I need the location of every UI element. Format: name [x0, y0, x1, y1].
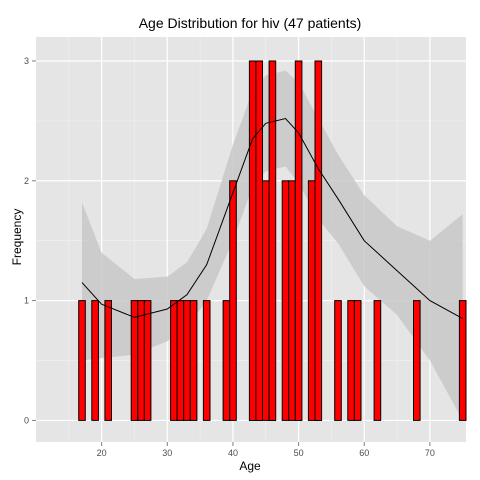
bar-age-39 [222, 300, 231, 421]
y-tick-label: 2 [24, 176, 29, 186]
bar-age-75 [458, 300, 467, 421]
bar-age-46 [268, 60, 277, 421]
x-tick-label: 60 [359, 448, 369, 458]
bar-age-21 [104, 300, 113, 421]
chart-title: Age Distribution for hiv (47 patients) [139, 15, 362, 31]
x-tick-label: 70 [425, 448, 435, 458]
x-axis-label: Age [239, 459, 261, 473]
bar-age-19 [91, 300, 99, 421]
bar-age-44 [255, 60, 263, 421]
x-tick-label: 30 [162, 448, 172, 458]
bar-age-33 [183, 300, 191, 421]
smooth-line [81, 117, 463, 320]
bar-age-45 [262, 180, 270, 421]
bar-age-52 [307, 180, 316, 421]
bar-age-59 [353, 300, 362, 421]
x-axis-ticks: 20 30 40 50 60 70 [97, 442, 435, 458]
bar-age-68 [413, 300, 421, 421]
x-tick-label: 20 [97, 448, 107, 458]
bar-age-43 [248, 60, 257, 421]
bar-age-49 [288, 180, 296, 421]
bar-age-36 [202, 300, 211, 421]
bar-age-26 [137, 300, 145, 421]
y-tick-label: 3 [24, 56, 29, 66]
y-axis-label: Frequency [10, 209, 24, 266]
bar-age-17 [78, 300, 86, 421]
y-tick-label: 0 [24, 415, 29, 425]
bar-age-58 [347, 300, 355, 421]
bar-age-48 [281, 180, 290, 421]
bar-age-27 [143, 300, 152, 421]
bar-age-53 [314, 60, 323, 421]
x-tick-label: 40 [228, 448, 238, 458]
bar-age-56 [334, 300, 342, 421]
bar-age-62 [373, 300, 382, 421]
bars [78, 60, 467, 421]
bar-age-32 [176, 300, 185, 421]
bar-age-31 [170, 300, 178, 421]
y-axis-ticks: 0 1 2 3 [24, 56, 36, 425]
bar-age-25 [130, 300, 139, 421]
bar-age-34 [189, 300, 198, 421]
y-tick-label: 1 [24, 296, 29, 306]
x-tick-label: 50 [294, 448, 304, 458]
bar-age-50 [294, 60, 303, 421]
bar-age-40 [229, 180, 237, 421]
